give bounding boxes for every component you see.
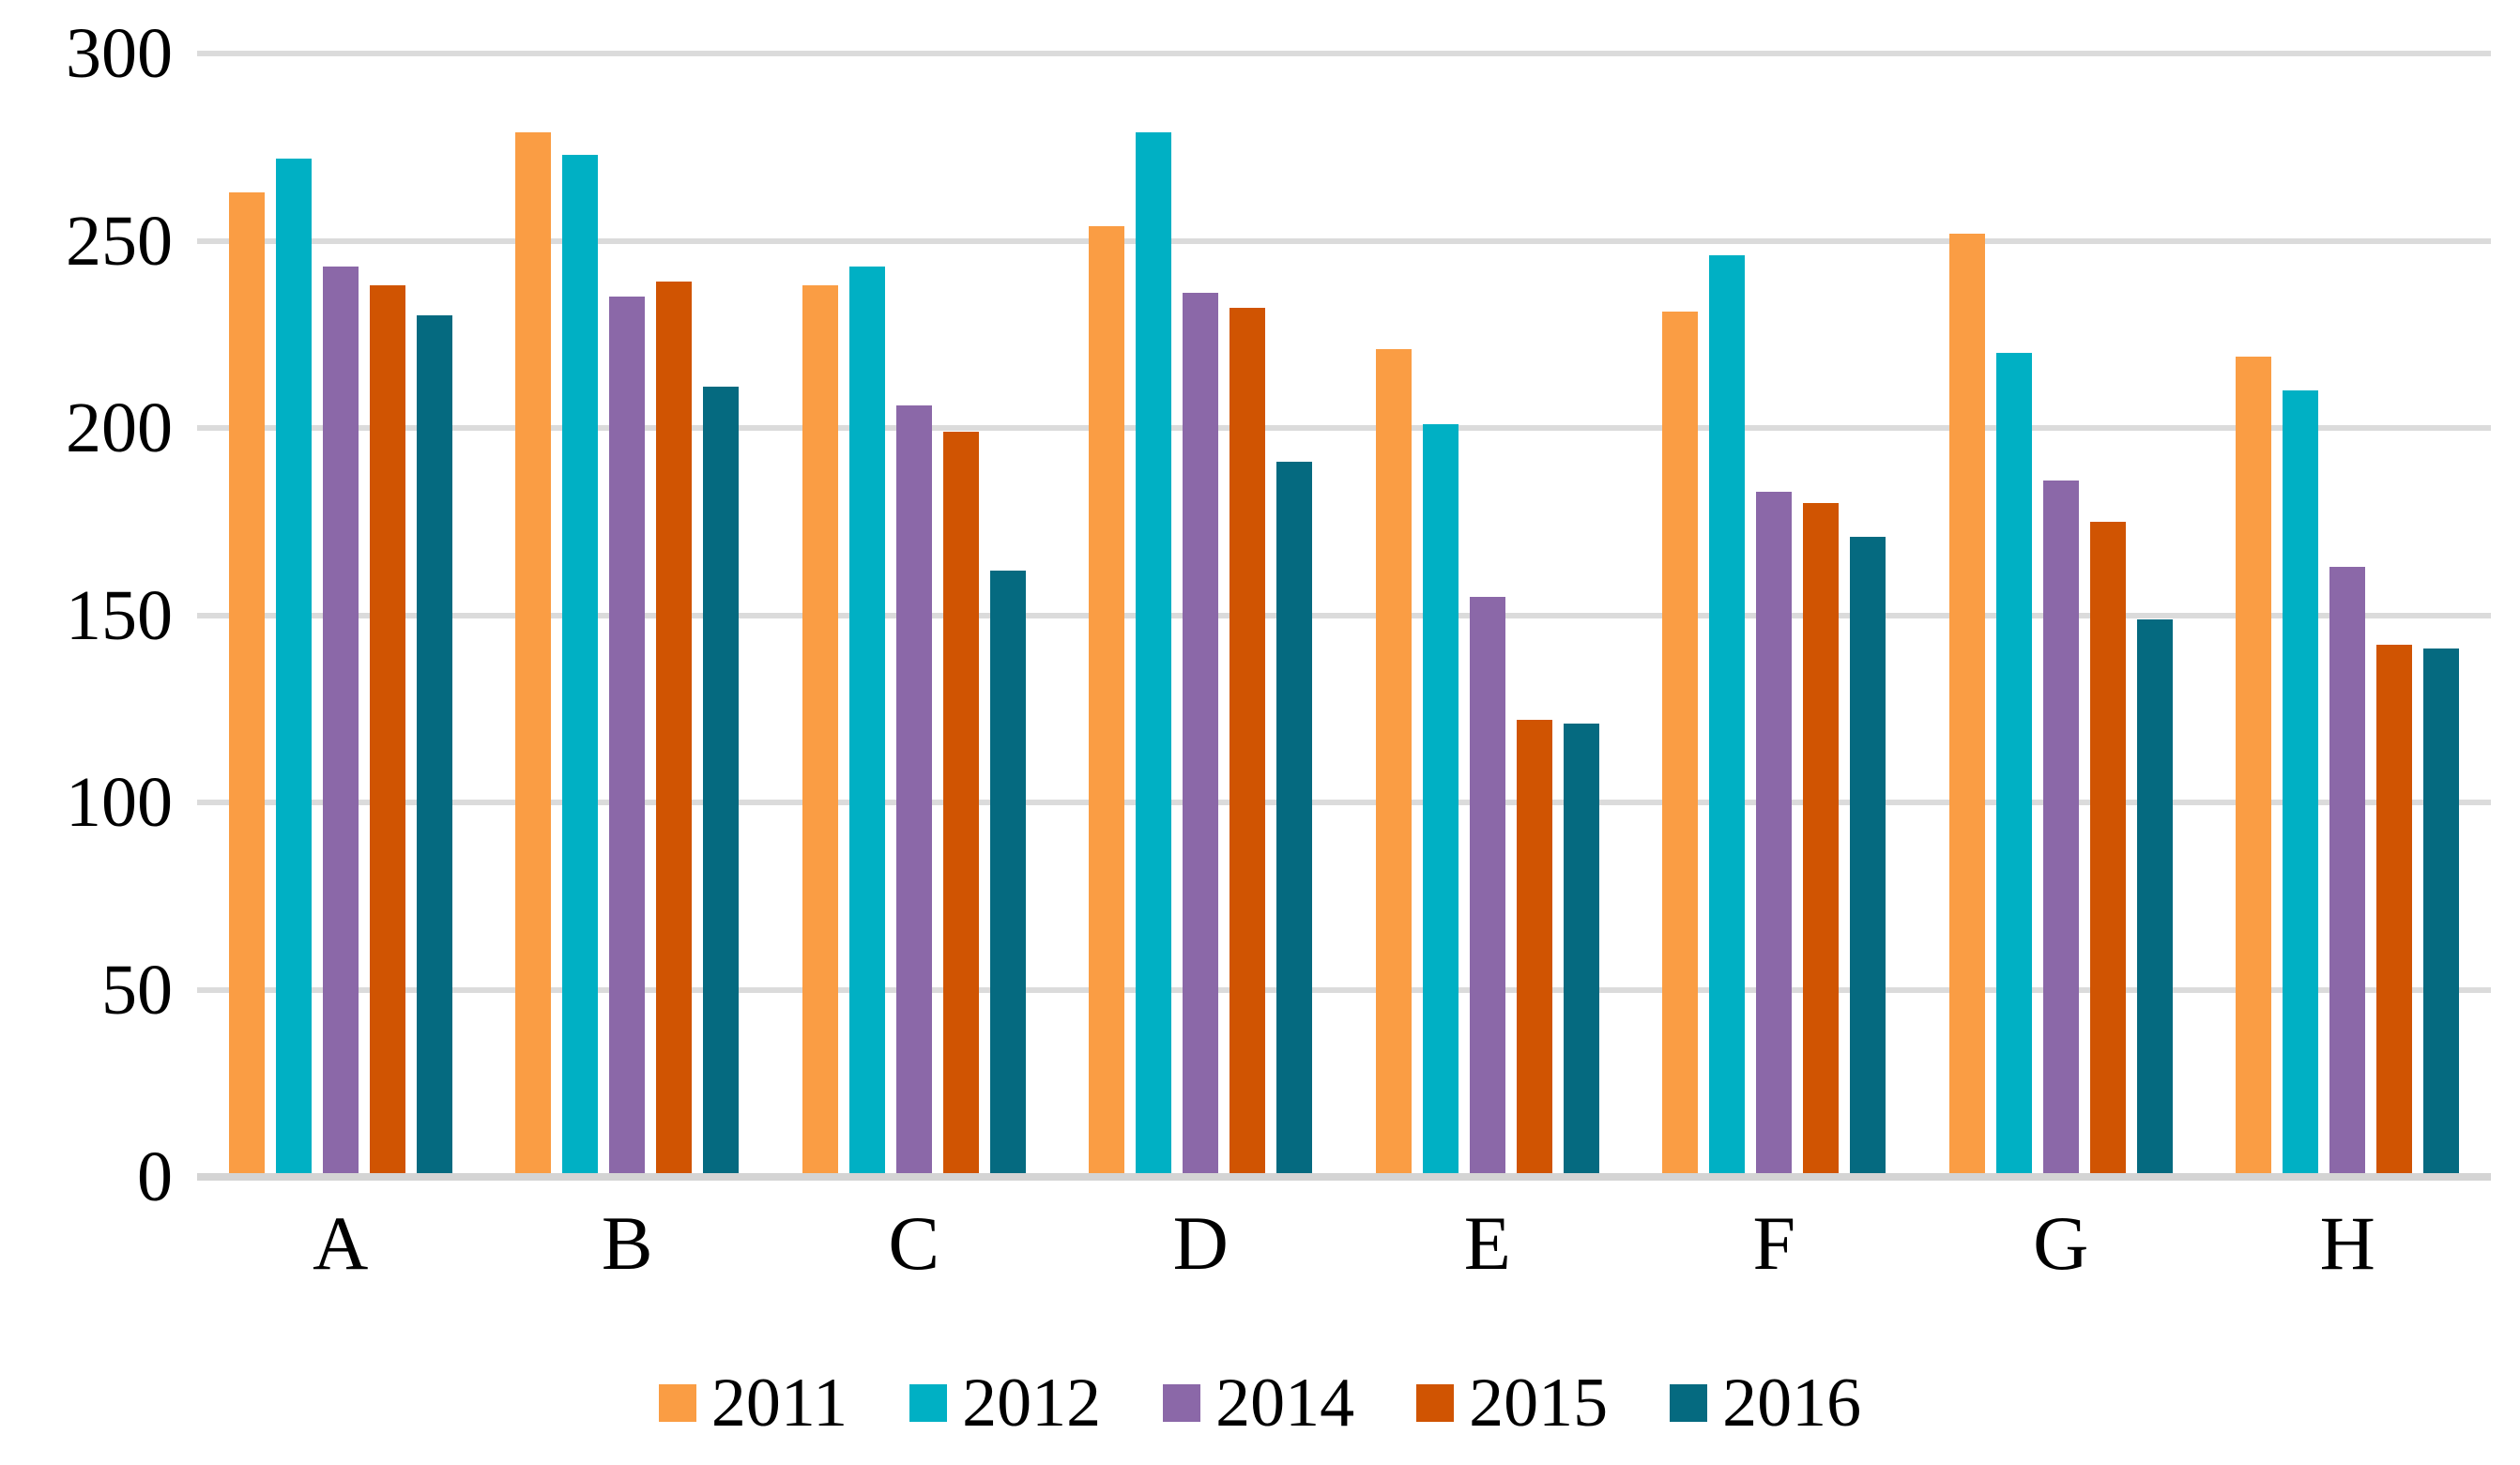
bar-C-2012 xyxy=(848,267,885,1177)
legend-swatch-icon xyxy=(1416,1384,1455,1422)
legend-label: 2012 xyxy=(962,1365,1102,1442)
bar-B-2016 xyxy=(703,387,740,1177)
plot-area xyxy=(197,51,2491,1181)
legend: 2011 2012 2014 2015 2016 xyxy=(0,1368,2520,1438)
gridline-50 xyxy=(197,986,2491,993)
bar-group-C xyxy=(771,53,1058,1177)
y-axis-labels: 0 50 100 150 200 250 300 xyxy=(0,18,173,1213)
legend-label: 2011 xyxy=(710,1365,848,1442)
gridline-150 xyxy=(197,612,2491,618)
bar-E-2012 xyxy=(1422,424,1459,1177)
x-axis-line xyxy=(197,1173,2491,1181)
bar-C-2015 xyxy=(942,432,979,1177)
x-category-label-A: A xyxy=(313,1200,369,1286)
legend-item-2011: 2011 xyxy=(658,1365,848,1442)
bar-H-2015 xyxy=(2376,645,2413,1177)
bar-A-2016 xyxy=(416,315,452,1177)
y-tick-label: 300 xyxy=(66,14,173,93)
bar-F-2016 xyxy=(1850,536,1886,1177)
bar-D-2011 xyxy=(1089,225,1125,1177)
gridline-200 xyxy=(197,425,2491,432)
bar-E-2014 xyxy=(1469,596,1505,1177)
bar-D-2012 xyxy=(1136,131,1172,1177)
bar-group-D xyxy=(1058,53,1345,1177)
y-tick-label: 50 xyxy=(101,950,173,1030)
gridline-250 xyxy=(197,237,2491,244)
x-category-label-C: C xyxy=(888,1200,940,1286)
bar-group-A xyxy=(197,53,484,1177)
bar-G-2016 xyxy=(2136,618,2173,1177)
x-category-label-F: F xyxy=(1752,1200,1796,1286)
bar-B-2012 xyxy=(562,154,599,1177)
legend-label: 2015 xyxy=(1469,1365,1609,1442)
bar-E-2011 xyxy=(1375,349,1412,1177)
bar-F-2014 xyxy=(1756,491,1793,1177)
bar-group-F xyxy=(1631,53,1918,1177)
y-tick-label: 200 xyxy=(66,389,173,468)
bar-C-2016 xyxy=(989,570,1026,1177)
bar-B-2011 xyxy=(515,131,552,1177)
gridline-300 xyxy=(197,51,2491,56)
gridline-100 xyxy=(197,800,2491,806)
legend-item-2014: 2014 xyxy=(1163,1368,1354,1438)
legend-item-2012: 2012 xyxy=(909,1368,1101,1438)
bar-C-2011 xyxy=(802,285,838,1177)
legend-label: 2014 xyxy=(1215,1365,1355,1442)
bar-E-2015 xyxy=(1516,720,1552,1177)
legend-swatch-icon xyxy=(1163,1384,1201,1422)
bar-H-2011 xyxy=(2236,357,2272,1177)
bar-E-2016 xyxy=(1563,724,1599,1177)
y-tick-label: 250 xyxy=(66,201,173,281)
bar-D-2015 xyxy=(1229,308,1266,1177)
bar-B-2014 xyxy=(609,297,646,1177)
bar-H-2014 xyxy=(2329,566,2366,1177)
bar-F-2011 xyxy=(1662,312,1699,1177)
bar-group-B xyxy=(484,53,771,1177)
bar-A-2011 xyxy=(228,191,265,1177)
bar-group-H xyxy=(2205,53,2492,1177)
bar-A-2012 xyxy=(275,158,312,1177)
legend-swatch-icon xyxy=(658,1384,696,1422)
bar-group-G xyxy=(1917,53,2205,1177)
x-category-label-D: D xyxy=(1172,1200,1229,1286)
y-tick-label: 100 xyxy=(66,763,173,843)
bar-G-2011 xyxy=(1948,233,1985,1177)
bar-G-2012 xyxy=(1995,353,2032,1177)
x-category-label-H: H xyxy=(2319,1200,2375,1286)
bar-F-2015 xyxy=(1803,502,1840,1177)
legend-item-2016: 2016 xyxy=(1670,1368,1861,1438)
bar-B-2015 xyxy=(656,282,693,1177)
y-tick-label: 150 xyxy=(66,575,173,655)
y-tick-label: 0 xyxy=(137,1137,173,1216)
bar-G-2014 xyxy=(2042,480,2079,1177)
legend-swatch-icon xyxy=(1670,1384,1708,1422)
legend-swatch-icon xyxy=(909,1384,948,1422)
bar-D-2014 xyxy=(1183,293,1219,1177)
x-category-label-G: G xyxy=(2033,1200,2089,1286)
bar-C-2014 xyxy=(895,405,932,1177)
bar-A-2015 xyxy=(369,285,405,1177)
bar-A-2014 xyxy=(322,267,359,1177)
bar-groups xyxy=(197,53,2491,1177)
x-category-label-B: B xyxy=(601,1200,653,1286)
bar-H-2012 xyxy=(2283,390,2319,1177)
bar-G-2015 xyxy=(2089,521,2126,1177)
bar-F-2012 xyxy=(1709,255,1746,1177)
legend-label: 2016 xyxy=(1722,1365,1862,1442)
bar-D-2016 xyxy=(1276,461,1313,1177)
bar-H-2016 xyxy=(2423,649,2460,1177)
bar-group-E xyxy=(1344,53,1631,1177)
x-category-label-E: E xyxy=(1463,1200,1511,1286)
legend-item-2015: 2015 xyxy=(1416,1368,1608,1438)
